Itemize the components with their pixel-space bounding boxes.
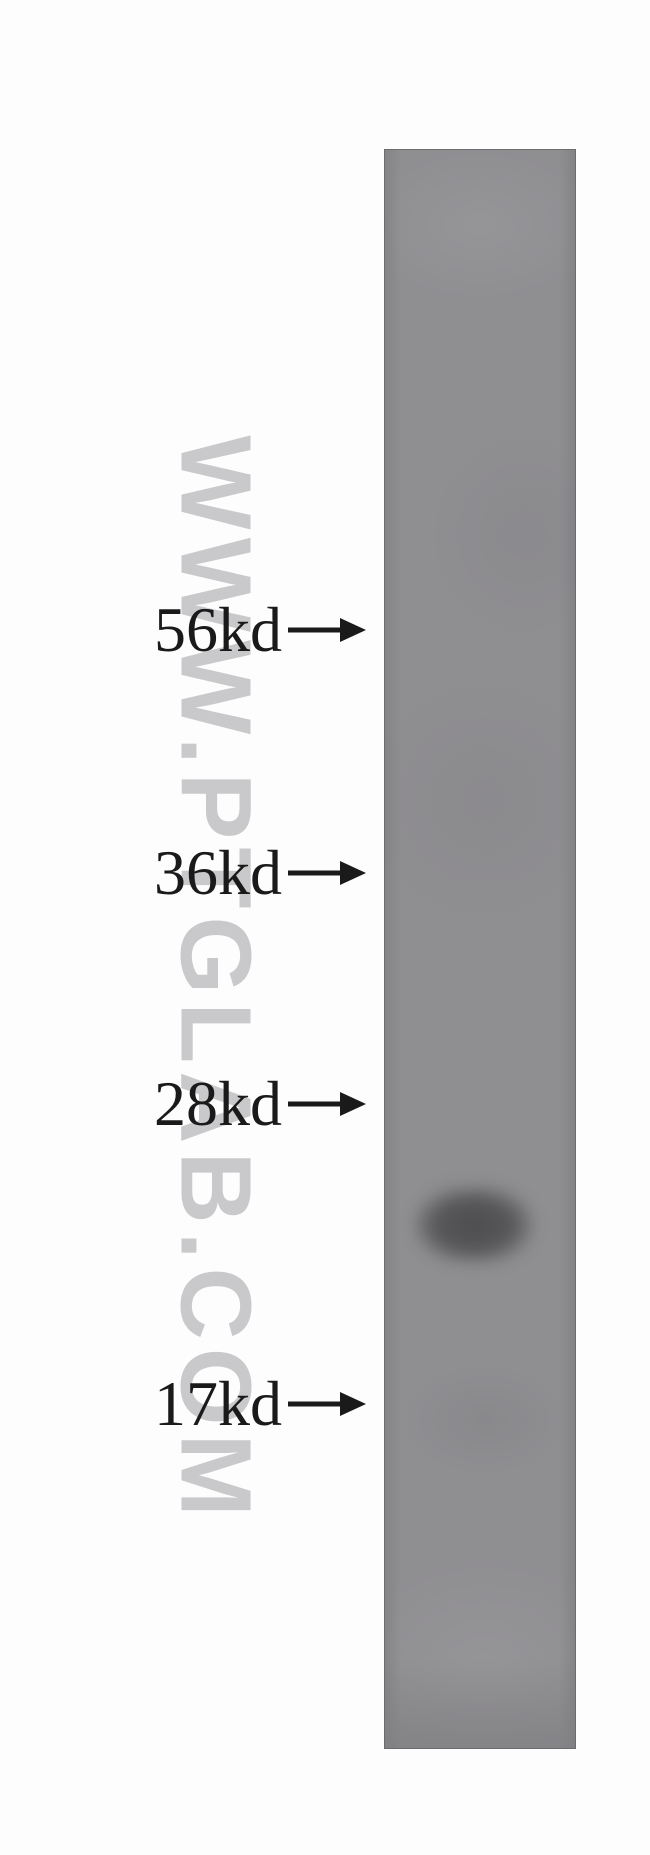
mw-marker-row: 28kd (62, 1072, 366, 1136)
mw-marker-row: 56kd (62, 598, 366, 662)
blot-band (414, 1186, 534, 1264)
arrow-right-icon (288, 1092, 366, 1116)
arrow-right-icon (288, 618, 366, 642)
lane-bottom-shadow (385, 1658, 575, 1748)
mw-marker-label: 56kd (154, 598, 282, 662)
blot-lane-inner (385, 150, 575, 1748)
arrow-right-icon (288, 861, 366, 885)
mw-marker-label: 28kd (154, 1072, 282, 1136)
lane-edge-shadow-right (559, 150, 575, 1748)
mw-marker-row: 36kd (62, 841, 366, 905)
figure-canvas: WWW.PTGLAB.COM 56kd36kd28kd17kd (0, 0, 650, 1855)
arrow-right-icon (288, 1392, 366, 1416)
lane-edge-shadow-left (385, 150, 401, 1748)
mw-marker-label: 17kd (154, 1372, 282, 1436)
blot-lane (384, 149, 576, 1749)
mw-marker-label: 36kd (154, 841, 282, 905)
mw-marker-row: 17kd (62, 1372, 366, 1436)
